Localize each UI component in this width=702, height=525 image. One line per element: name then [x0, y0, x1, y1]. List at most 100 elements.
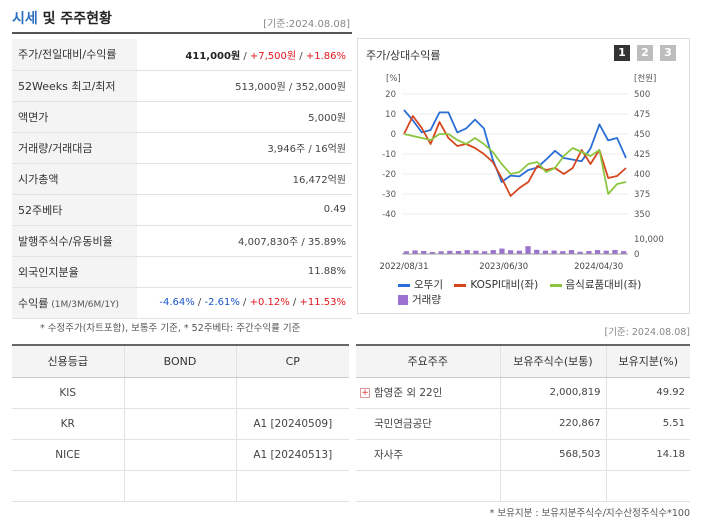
return-1m: -4.64%	[159, 297, 195, 308]
holder-name: 국민연금공단	[374, 418, 432, 430]
price-value: 411,000원	[185, 50, 241, 62]
returns-label-sub: (1M/3M/6M/1Y)	[48, 299, 120, 310]
sep: /	[289, 297, 300, 308]
sep: /	[239, 297, 250, 308]
volume-bar	[412, 250, 418, 254]
holder-pct	[605, 470, 690, 502]
legend-label: 오뚜기	[414, 279, 443, 291]
holder-name-cell: 자사주	[356, 439, 500, 471]
sep: /	[194, 297, 205, 308]
table-row: 자사주 568,503 14.18	[356, 439, 690, 471]
info-row-price: 주가/전일대비/수익률 411,000원 / +7,500원 / +1.86%	[12, 39, 352, 71]
credit-cp	[235, 377, 349, 409]
volume-bar	[481, 251, 488, 254]
price-change: +7,500원	[249, 50, 297, 62]
holders-header-row: 주요주주 보유주식수(보통) 보유지분(%)	[356, 344, 690, 378]
volume-bar	[577, 251, 583, 254]
holder-name-cell: 국민연금공단	[356, 408, 500, 440]
info-value: 3,946주 / 16억원	[137, 132, 352, 164]
table-row	[356, 470, 690, 502]
volume-bar	[447, 250, 453, 254]
credit-rating-table: 신용등급 BOND CP KIS KR A1 [20240509] NICE A…	[12, 344, 349, 502]
title-date: [기준:2024.08.08]	[263, 19, 350, 30]
return-6m: +0.12%	[249, 297, 290, 308]
chart-page-3-button[interactable]: 3	[660, 45, 676, 61]
series-line-2	[403, 115, 627, 197]
returns-label: 수익률	[18, 296, 49, 310]
price-rate: +1.86%	[305, 50, 346, 62]
right-tick-label: 450	[634, 130, 650, 140]
volume-bar	[586, 251, 592, 254]
info-value: 5,000원	[137, 101, 352, 133]
info-footnote: * 수정주가(차트포함), 보통주 기준, * 52주베타: 주간수익률 기준	[40, 323, 301, 334]
credit-header: BOND	[123, 344, 236, 378]
legend-label: KOSPI대비(좌)	[470, 279, 539, 291]
return-3m: -2.61%	[204, 297, 240, 308]
credit-cp: A1 [20240513]	[235, 439, 349, 471]
volume-bar	[473, 250, 479, 254]
credit-header: 신용등급	[12, 344, 124, 378]
info-row-par-value: 액면가 5,000원	[12, 101, 352, 133]
holder-pct: 14.18	[605, 439, 690, 471]
credit-agency: KR	[12, 408, 124, 440]
holder-shares: 2,000,819	[499, 377, 606, 409]
volume-bar	[499, 248, 505, 254]
left-tick-label: -20	[382, 170, 396, 180]
volume-bar	[594, 250, 601, 254]
return-1y: +11.53%	[299, 297, 346, 308]
left-tick-label: -40	[382, 210, 396, 220]
volume-bar	[534, 249, 540, 254]
left-tick-label: 20	[385, 90, 396, 100]
right-tick-label: 425	[634, 150, 650, 160]
volume-bar	[464, 250, 470, 254]
volume-bar	[560, 251, 566, 254]
info-label: 수익률 (1M/3M/6M/1Y)	[12, 287, 137, 319]
price-info-table: 주가/전일대비/수익률 411,000원 / +7,500원 / +1.86% …	[12, 39, 352, 319]
legend-label: 거래량	[412, 294, 441, 306]
series-line-3	[403, 133, 627, 195]
chart-page-2-button[interactable]: 2	[637, 45, 653, 61]
holder-pct: 49.92	[605, 377, 690, 409]
info-row-shares: 발행주식수/유동비율 4,007,830주 / 35.89%	[12, 225, 352, 257]
holders-header: 보유지분(%)	[605, 344, 690, 378]
sep: /	[296, 50, 306, 62]
volume-bar	[551, 250, 557, 254]
credit-agency	[12, 470, 124, 502]
legend-label: 음식료품대비(좌)	[565, 279, 642, 291]
info-label: 시가총액	[12, 163, 137, 195]
credit-bond	[123, 439, 236, 471]
right-tick-label: 500	[634, 90, 650, 100]
info-value: 513,000원 / 352,000원	[137, 70, 352, 102]
chart-page-1-button[interactable]: 1	[614, 45, 630, 61]
left-tick-label: -10	[382, 150, 396, 160]
holder-name: 자사주	[374, 449, 403, 461]
credit-cp: A1 [20240509]	[235, 408, 349, 440]
holder-shares: 568,503	[499, 439, 606, 471]
info-label: 거래량/거래대금	[12, 132, 137, 164]
section-title: 시세 및 주주현황 [기준:2024.08.08]	[12, 8, 352, 34]
title-shareholders: 및 주주현황	[37, 11, 112, 27]
volume-bar	[516, 250, 522, 254]
info-row-foreign: 외국인지분율 11.88%	[12, 256, 352, 288]
holders-header: 주요주주	[356, 344, 500, 378]
major-holders-table: 주요주주 보유주식수(보통) 보유지분(%) + 함영준 외 22인 2,000,…	[356, 344, 690, 502]
info-value: -4.64% / -2.61% / +0.12% / +11.53%	[137, 287, 352, 319]
credit-header-row: 신용등급 BOND CP	[12, 344, 349, 378]
info-label: 52Weeks 최고/최저	[12, 70, 137, 102]
info-label: 주가/전일대비/수익률	[12, 39, 137, 71]
right-tick-label: 475	[634, 110, 650, 120]
left-axis-unit: [%]	[386, 74, 401, 84]
legend-line-swatch	[454, 283, 467, 287]
holder-name: 함영준 외 22인	[374, 387, 443, 399]
volume-bar	[421, 251, 427, 254]
credit-cp	[235, 470, 349, 502]
left-tick-label: -30	[382, 190, 396, 200]
volume-bar	[403, 251, 409, 254]
expand-plus-icon[interactable]: +	[360, 388, 370, 398]
info-row-volume: 거래량/거래대금 3,946주 / 16억원	[12, 132, 352, 164]
credit-header: CP	[235, 344, 349, 378]
left-tick-label: 10	[385, 110, 396, 120]
volume-bar	[525, 246, 531, 254]
info-label: 52주베타	[12, 194, 137, 226]
credit-bond	[123, 408, 236, 440]
